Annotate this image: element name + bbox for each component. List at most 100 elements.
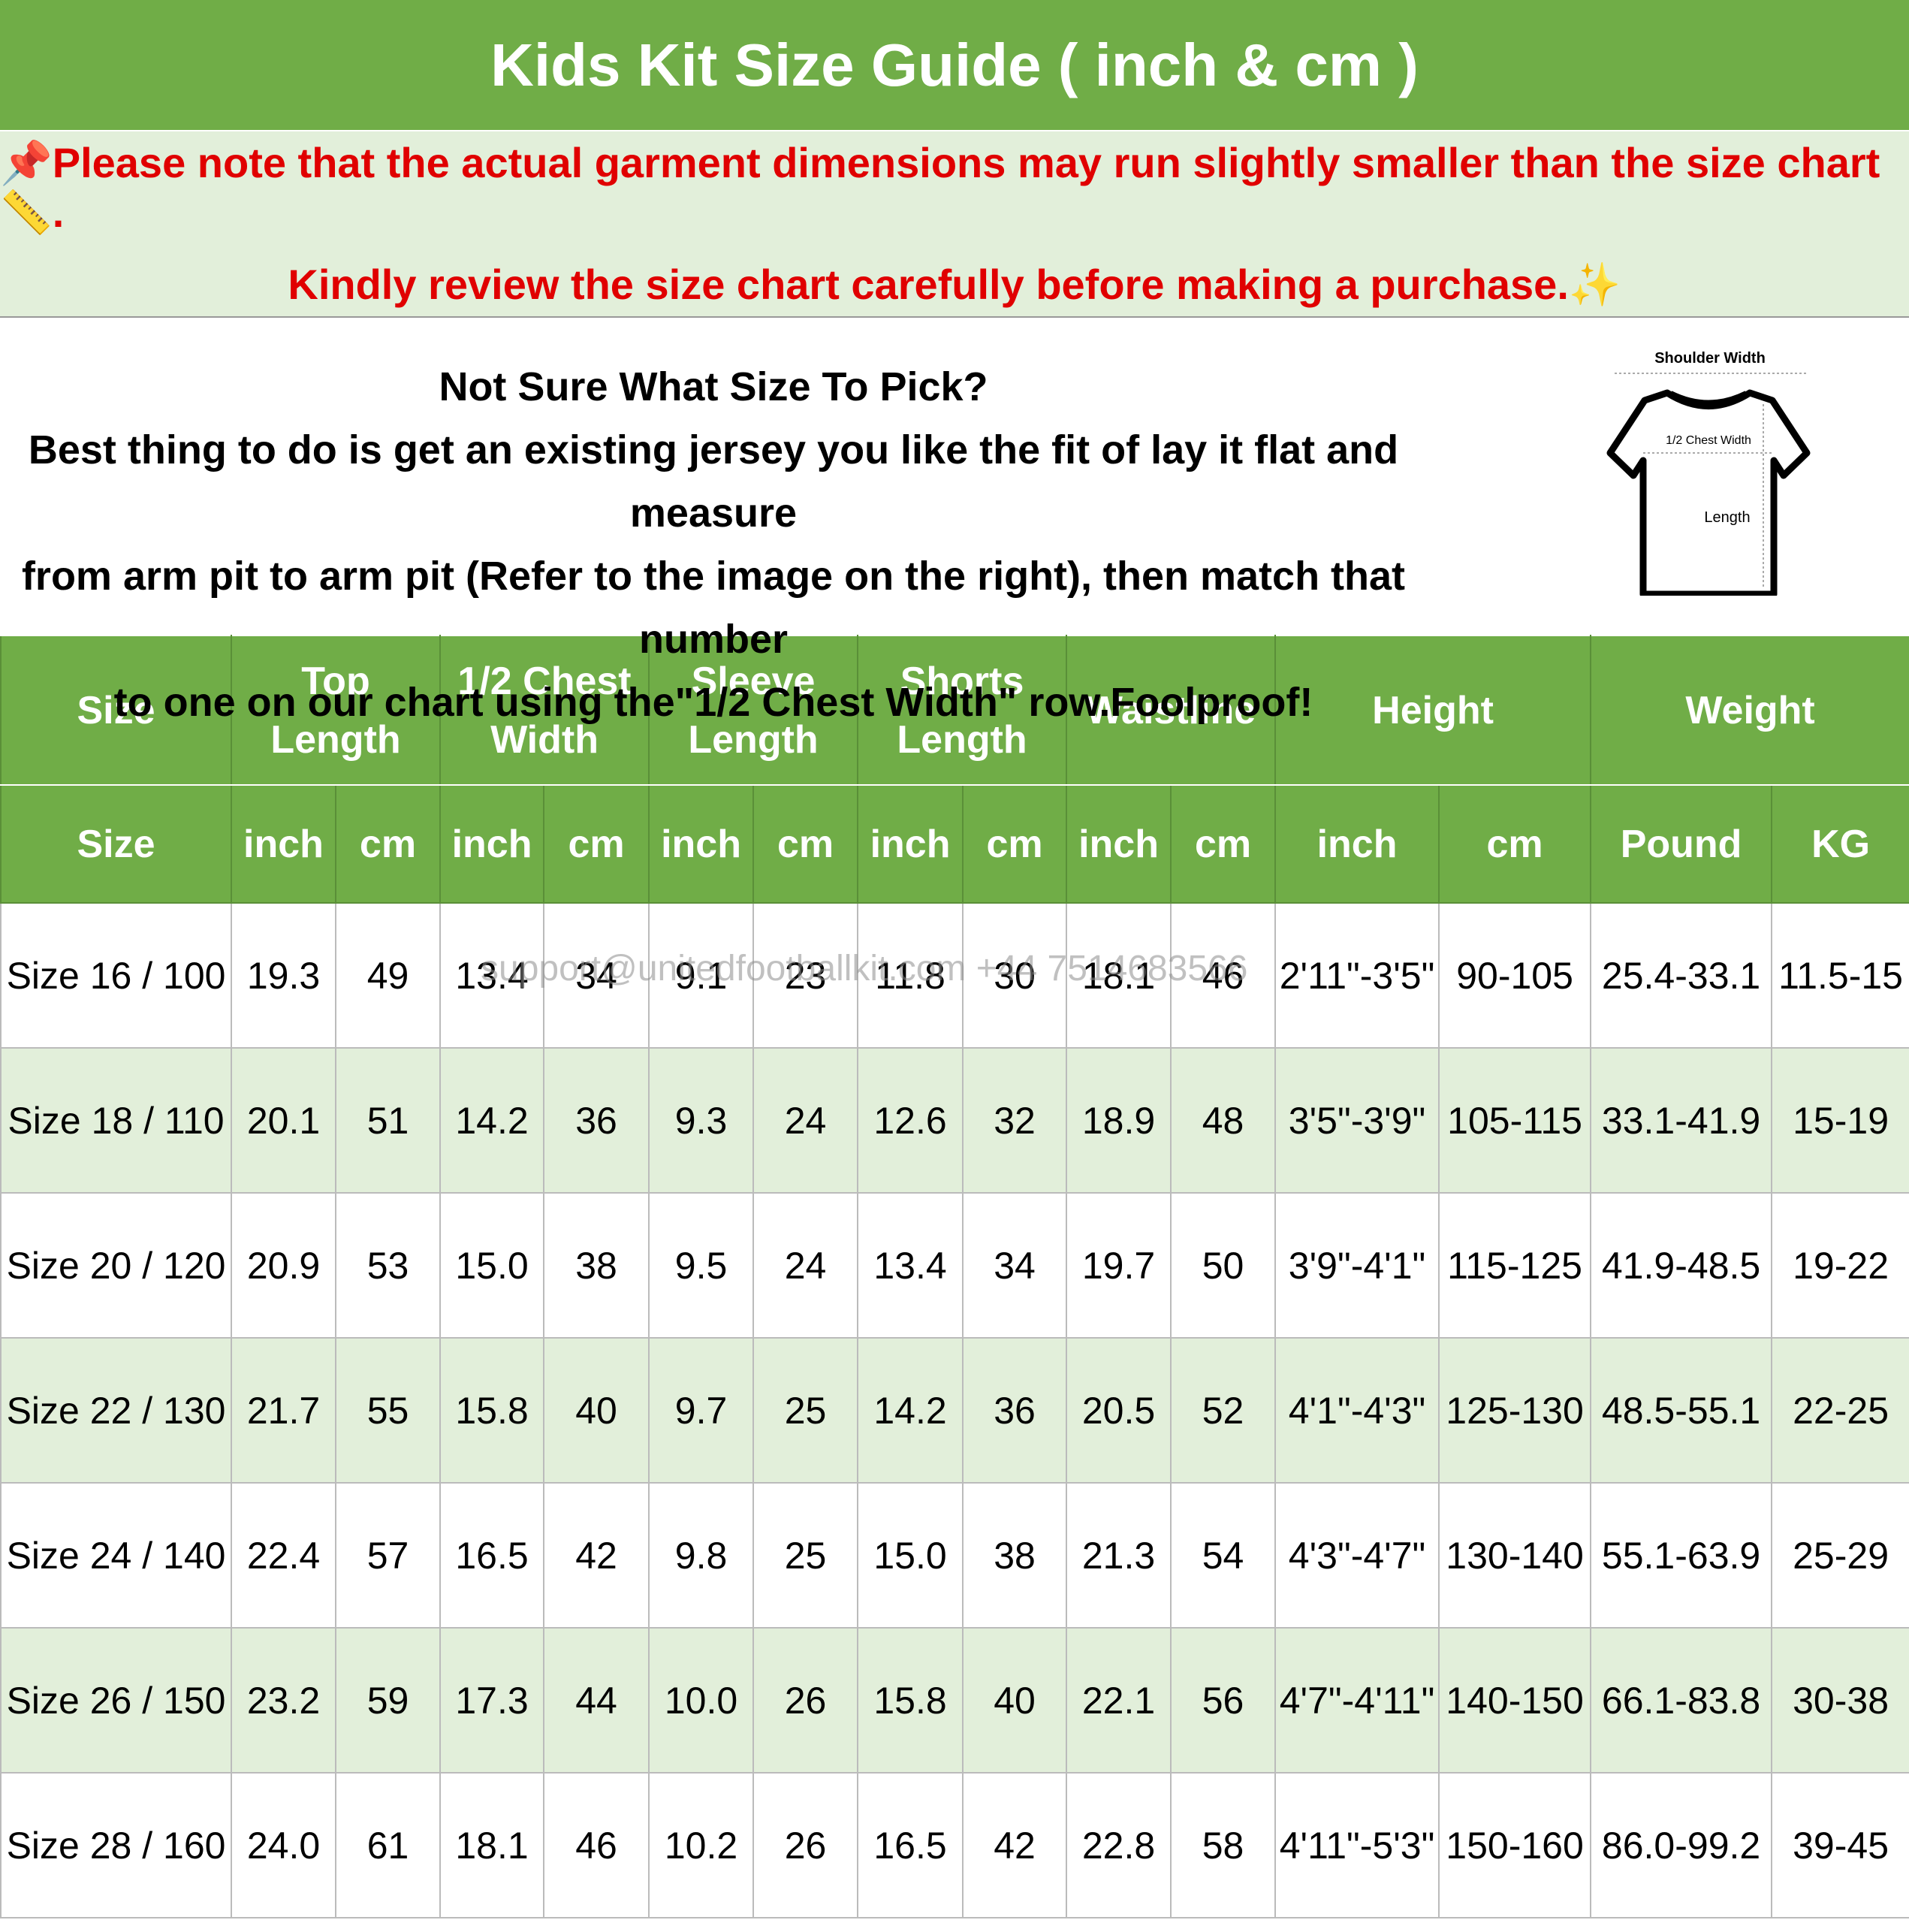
data-cell: 20.5 — [1066, 1337, 1172, 1484]
diagram-label: 1/2 Chest Width — [1666, 434, 1751, 447]
data-cell: 48.5-55.1 — [1590, 1337, 1773, 1484]
notice-line: Kindly review the size chart carefully b… — [288, 261, 1621, 308]
data-cell: 3'9"-4'1" — [1274, 1192, 1440, 1339]
data-cell: 41.9-48.5 — [1590, 1192, 1773, 1339]
data-cell: 9.7 — [648, 1337, 755, 1484]
unit-cell: cm — [334, 784, 442, 904]
data-cell: 50 — [1170, 1192, 1277, 1339]
data-cell: 36 — [543, 1047, 650, 1194]
watermark: support@unitedfootballkit.com +44 751468… — [481, 949, 1248, 989]
data-cell: 15.0 — [857, 1482, 964, 1629]
unit-cell: inch — [648, 784, 755, 904]
data-cell: 21.7 — [231, 1337, 336, 1484]
unit-cell: cm — [1438, 784, 1592, 904]
header-cell: Waistline — [1066, 635, 1277, 786]
data-cell: 66.1-83.8 — [1590, 1627, 1773, 1774]
data-cell: 16.5 — [857, 1772, 964, 1918]
data-cell: 16.5 — [439, 1482, 545, 1629]
data-cell: 15.8 — [439, 1337, 545, 1484]
data-row: Size 28 / 160 24.0 61 18.1 46 10.2 26 16.5 42 22.… — [0, 1772, 1909, 1918]
data-cell: 25 — [752, 1337, 859, 1484]
info-line: from arm pit to arm pit (Refer to the im… — [21, 554, 1406, 662]
data-cell: 130-140 — [1438, 1482, 1592, 1629]
data-cell: 19-22 — [1771, 1192, 1909, 1339]
data-cell: 18.1 — [1066, 902, 1172, 1049]
unit-cell: cm — [752, 784, 859, 904]
data-cell: 22.8 — [1066, 1772, 1172, 1918]
data-cell: 9.3 — [648, 1047, 755, 1194]
info: Not Sure What Size To Pick? Best thing t… — [0, 318, 1909, 725]
data-cell: 26 — [752, 1627, 859, 1774]
data-cell: 15-19 — [1771, 1047, 1909, 1194]
unit-cell: inch — [439, 784, 545, 904]
data-cell: 14.2 — [857, 1337, 964, 1484]
info-text: Not Sure What Size To Pick? Best thing t… — [0, 355, 1427, 734]
data-cell: Size 20 / 120 — [0, 1192, 232, 1339]
header-row: Size Top Length 1/2 Chest Width Sleeve Leng… — [0, 635, 1909, 786]
data-cell: 58 — [1170, 1772, 1277, 1918]
data-cell: 9.1 — [648, 902, 755, 1049]
data-row: Size 18 / 110 20.1 51 14.2 36 9.3 24 12.6 32 18.9… — [0, 1047, 1909, 1194]
data-cell: 55 — [334, 1337, 442, 1484]
data-cell: 49 — [334, 902, 442, 1049]
data-cell: 51 — [334, 1047, 442, 1194]
data-cell: 26 — [752, 1772, 859, 1918]
unit-row: Size inch cm inch cm inch cm inch cm inch cm inch cm… — [0, 784, 1909, 904]
data-cell: 14.2 — [439, 1047, 545, 1194]
data-cell: 36 — [962, 1337, 1068, 1484]
data-cell: 59 — [334, 1627, 442, 1774]
header-cell: Weight — [1590, 635, 1909, 786]
data-cell: 34 — [962, 1192, 1068, 1339]
data-cell: 54 — [1170, 1482, 1277, 1629]
diagram-label: Length — [1704, 509, 1750, 526]
data-cell: 61 — [334, 1772, 442, 1918]
data-cell: 90-105 — [1438, 902, 1592, 1049]
data-cell: 10.0 — [648, 1627, 755, 1774]
unit-cell: inch — [1274, 784, 1440, 904]
data-cell: 18.9 — [1066, 1047, 1172, 1194]
data-cell: Size 22 / 130 — [0, 1337, 232, 1484]
data-cell: 15.8 — [857, 1627, 964, 1774]
title: Kids Kit Size Guide ( inch & cm ) — [0, 0, 1909, 131]
data-cell: 25 — [752, 1482, 859, 1629]
data-cell: 150-160 — [1438, 1772, 1592, 1918]
data-cell: 53 — [334, 1192, 442, 1339]
data-row: Size 16 / 100 19.3 49 13.4 34 9.1 23 11.8 30 18.1… — [0, 902, 1909, 1049]
data-cell: 44 — [543, 1627, 650, 1774]
data-cell: 105-115 — [1438, 1047, 1592, 1194]
data-cell: 24 — [752, 1047, 859, 1194]
header-cell: 1/2 Chest Width — [439, 635, 650, 786]
shirt-diagram: Shoulder Width 1/2 Chest Width Length — [1606, 350, 1811, 596]
data-cell: 12.6 — [857, 1047, 964, 1194]
data-cell: 24 — [752, 1192, 859, 1339]
data-cell: 23.2 — [231, 1627, 336, 1774]
unit-cell: inch — [857, 784, 964, 904]
header-cell: Sleeve Length — [648, 635, 859, 786]
data-cell: 56 — [1170, 1627, 1277, 1774]
info-line: to one on our chart using the"1/2 Chest … — [113, 680, 1313, 725]
data-cell: 9.5 — [648, 1192, 755, 1339]
info-heading: Not Sure What Size To Pick? — [439, 364, 988, 409]
data-cell: 115-125 — [1438, 1192, 1592, 1339]
header-cell: Shorts Length — [857, 635, 1068, 786]
data-cell: 10.2 — [648, 1772, 755, 1918]
data-cell: 32 — [962, 1047, 1068, 1194]
data-cell: Size 28 / 160 — [0, 1772, 232, 1918]
data-cell: 20.9 — [231, 1192, 336, 1339]
size-table: Size Top Length 1/2 Chest Width Sleeve Leng… — [0, 635, 1909, 1918]
header-cell: Top Length — [230, 635, 442, 786]
data-cell: 30-38 — [1771, 1627, 1909, 1774]
data-cell: 17.3 — [439, 1627, 545, 1774]
unit-cell: KG — [1771, 784, 1909, 904]
data-cell: 15.0 — [439, 1192, 545, 1339]
data-cell: 13.4 — [857, 1192, 964, 1339]
data-row: Size 20 / 120 20.9 53 15.0 38 9.5 24 13.4 34 19.7… — [0, 1192, 1909, 1339]
unit-cell: cm — [962, 784, 1068, 904]
data-cell: 86.0-99.2 — [1590, 1772, 1773, 1918]
data-cell: 140-150 — [1438, 1627, 1592, 1774]
data-cell: 24.0 — [231, 1772, 336, 1918]
data-cell: 55.1-63.9 — [1590, 1482, 1773, 1629]
unit-cell: inch — [1066, 784, 1172, 904]
data-cell: 22.4 — [231, 1482, 336, 1629]
